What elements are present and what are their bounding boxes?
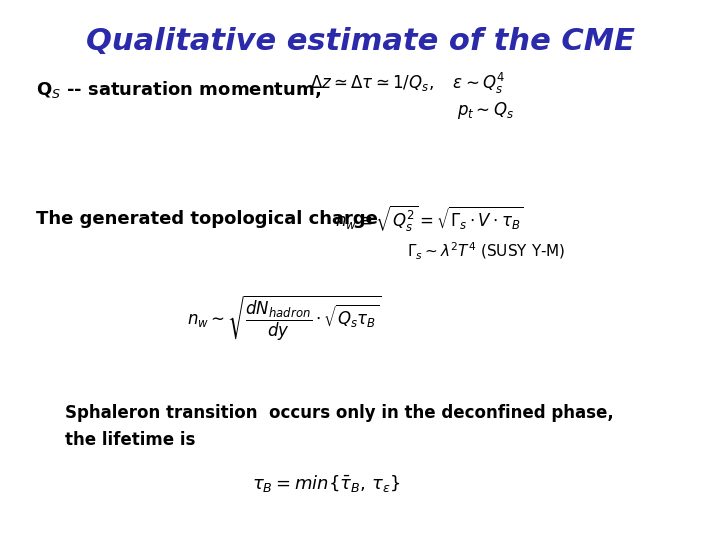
- Text: $p_t \sim Q_s$: $p_t \sim Q_s$: [457, 100, 514, 121]
- Text: $n_w \equiv \sqrt{Q_s^2} = \sqrt{\Gamma_s \cdot V \cdot \tau_B}$: $n_w \equiv \sqrt{Q_s^2} = \sqrt{\Gamma_…: [335, 204, 523, 234]
- Text: $\Gamma_s \sim \lambda^2 T^4$ (SUSY Y-M): $\Gamma_s \sim \lambda^2 T^4$ (SUSY Y-M): [407, 240, 565, 262]
- Text: the lifetime is: the lifetime is: [65, 431, 195, 449]
- Text: $\tau_B = min\{\bar{\tau}_B,\, \tau_\varepsilon\}$: $\tau_B = min\{\bar{\tau}_B,\, \tau_\var…: [252, 473, 401, 494]
- Text: Sphaleron transition  occurs only in the deconfined phase,: Sphaleron transition occurs only in the …: [65, 404, 613, 422]
- Text: $n_w \sim \sqrt{\dfrac{dN_{hadron}}{dy} \cdot \sqrt{Q_s\tau_B}}$: $n_w \sim \sqrt{\dfrac{dN_{hadron}}{dy} …: [187, 294, 382, 343]
- Text: Q$_S$ -- saturation momentum,: Q$_S$ -- saturation momentum,: [36, 79, 321, 99]
- Text: Qualitative estimate of the CME: Qualitative estimate of the CME: [86, 27, 634, 56]
- Text: The generated topological charge: The generated topological charge: [36, 210, 378, 228]
- Text: $\Delta z \simeq \Delta\tau \simeq 1/Q_s,\quad \varepsilon \sim Q_s^4$: $\Delta z \simeq \Delta\tau \simeq 1/Q_s…: [310, 71, 505, 96]
